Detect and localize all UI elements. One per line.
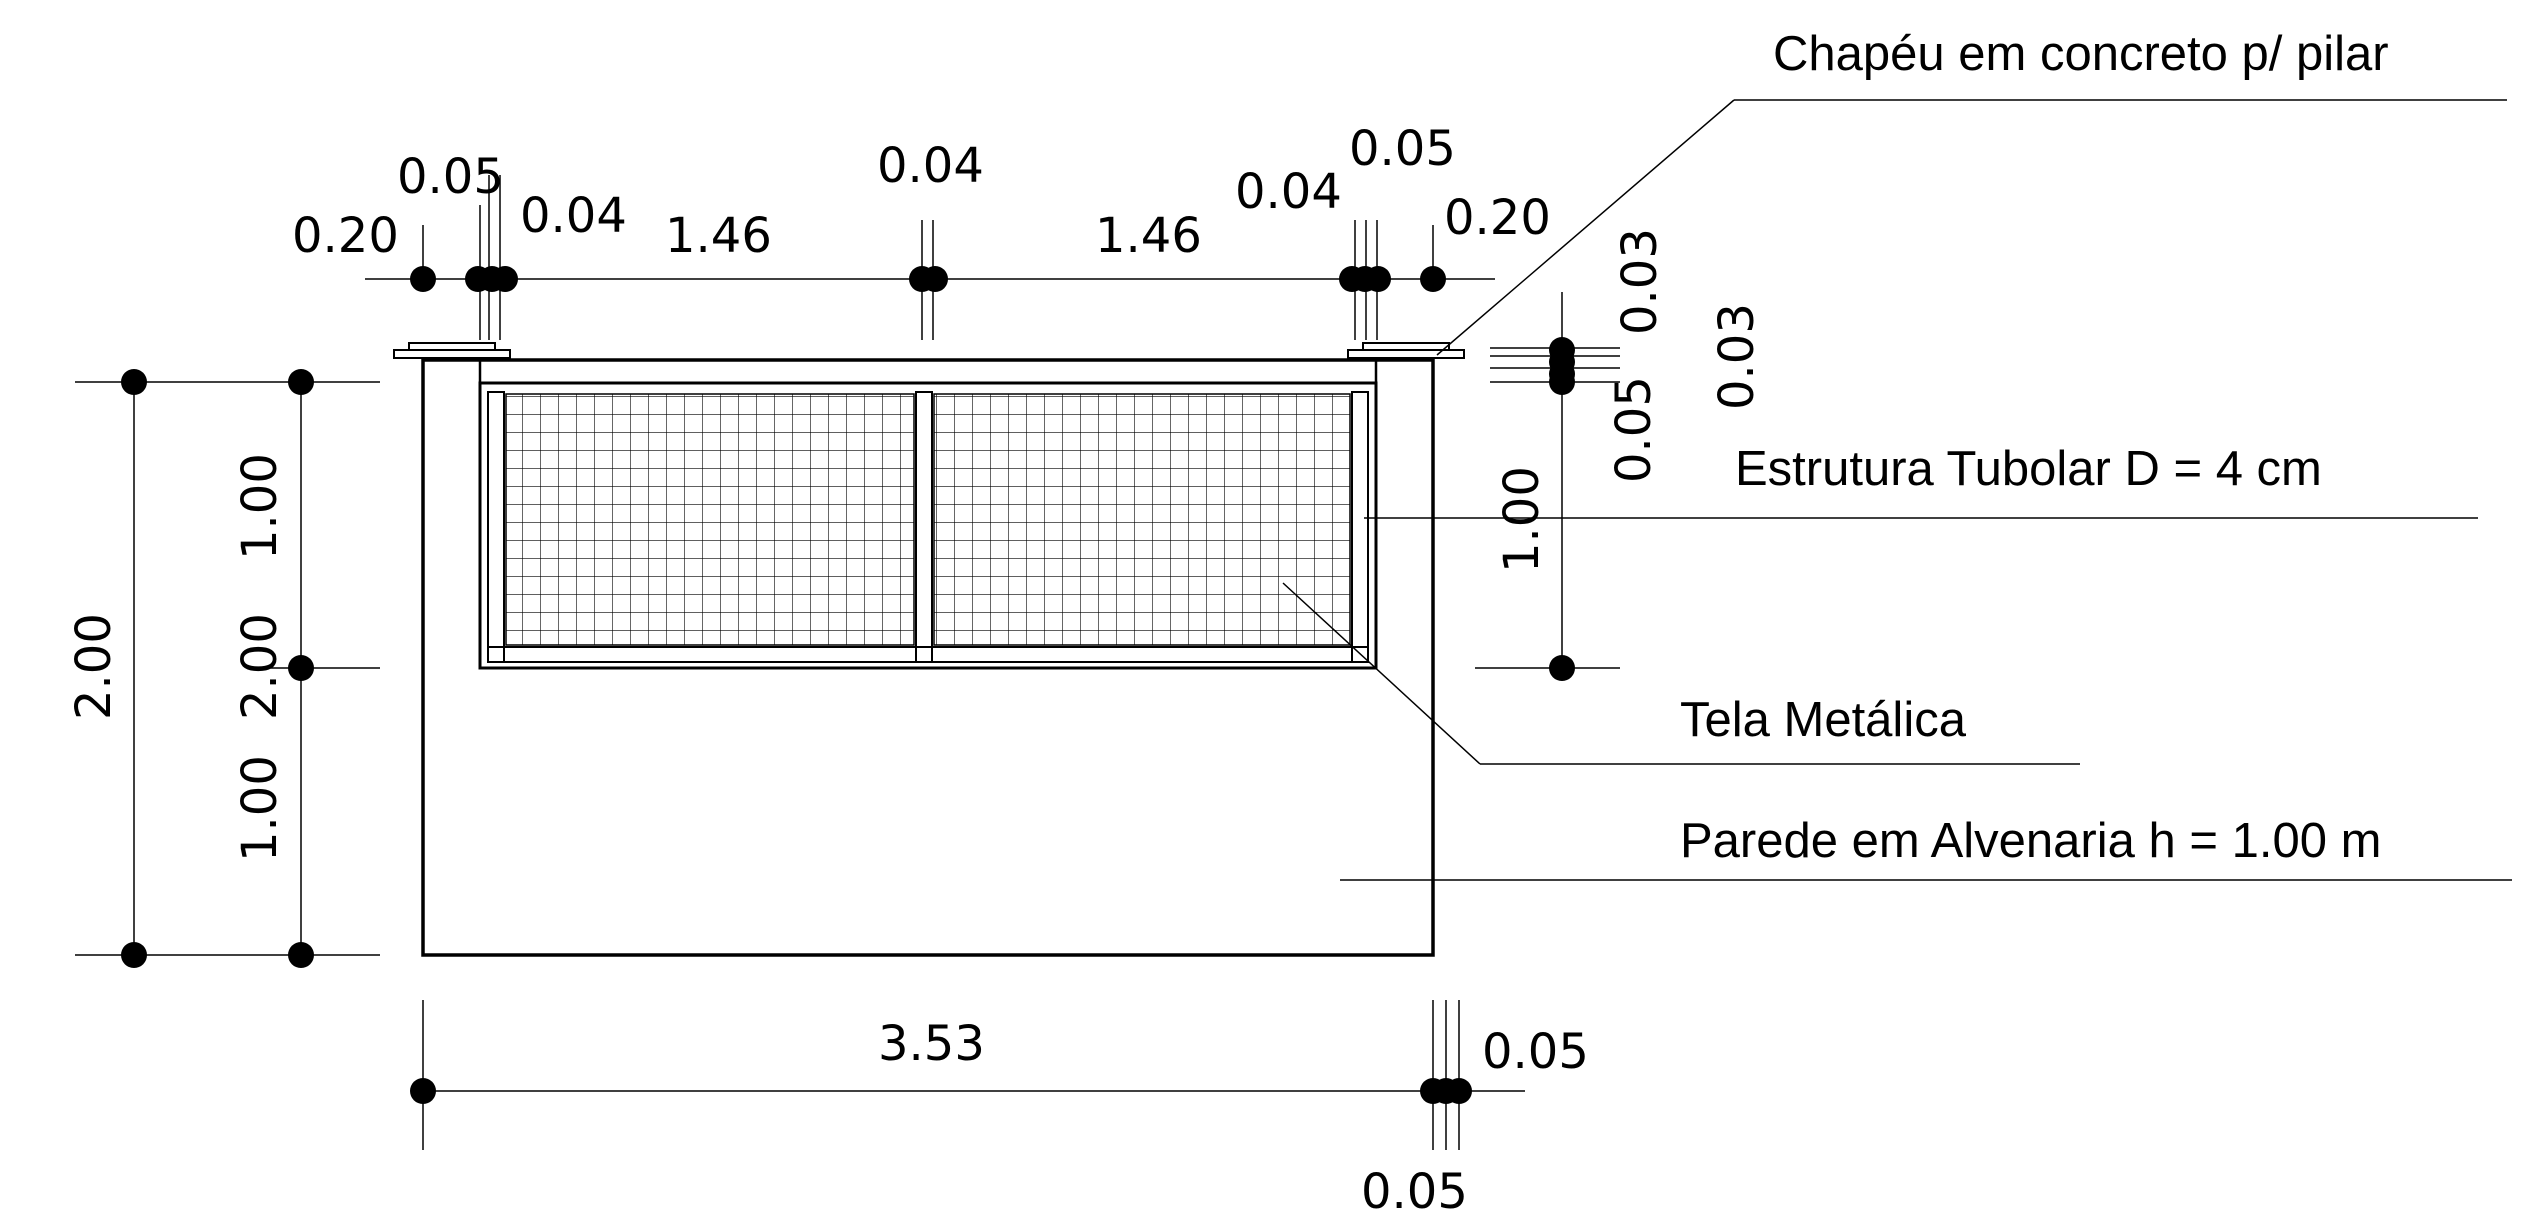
- dim-left-100-bot: 1.00: [232, 755, 288, 862]
- masonry-wall: [421, 358, 1435, 957]
- leader-lines: [1282, 99, 2512, 881]
- left-dimension-lines: [75, 369, 380, 968]
- metal-screen-frame: [478, 381, 1378, 670]
- dim-bottom-353: 3.53: [878, 1016, 985, 1072]
- dim-top-right-020: 0.20: [1444, 190, 1551, 246]
- label-chapeu: Chapéu em concreto p/ pilar: [1773, 27, 2389, 81]
- dim-top-146-b: 1.46: [1095, 208, 1202, 264]
- dim-top-right-005: 0.05: [1349, 121, 1456, 177]
- dim-right-005: 0.05: [1606, 376, 1662, 483]
- top-dimension-chain: [365, 175, 1495, 340]
- label-parede: Parede em Alvenaria h = 1.00 m: [1680, 814, 2381, 868]
- label-estrutura: Estrutura Tubolar D = 4 cm: [1735, 442, 2322, 496]
- dim-left-100-top: 1.00: [232, 453, 288, 560]
- dim-top-left-005: 0.05: [397, 149, 504, 205]
- right-dimension-lines: [1475, 292, 1620, 681]
- concrete-cap-left: [393, 342, 511, 359]
- dim-top-mid-004: 0.04: [877, 138, 984, 194]
- metal-mesh-left: [505, 393, 915, 646]
- dim-top-left-004: 0.04: [520, 188, 627, 244]
- dim-top-left-020: 0.20: [292, 208, 399, 264]
- metal-mesh-right: [933, 393, 1351, 646]
- dim-bottom-005-a: 0.05: [1482, 1024, 1589, 1080]
- bottom-dimension-chain: [410, 1000, 1525, 1150]
- dim-bottom-005-b: 0.05: [1361, 1164, 1468, 1220]
- dim-right-003-b: 0.03: [1709, 303, 1765, 410]
- concrete-cap-right: [1347, 342, 1465, 359]
- label-tela: Tela Metálica: [1680, 693, 1967, 747]
- dim-right-100: 1.00: [1494, 466, 1550, 573]
- dim-right-003-a: 0.03: [1612, 228, 1668, 335]
- dim-left-200-mid: 2.00: [232, 613, 288, 720]
- dim-top-right-004: 0.04: [1235, 164, 1342, 220]
- dim-left-200-outer: 2.00: [66, 613, 122, 720]
- dim-top-146-a: 1.46: [665, 208, 772, 264]
